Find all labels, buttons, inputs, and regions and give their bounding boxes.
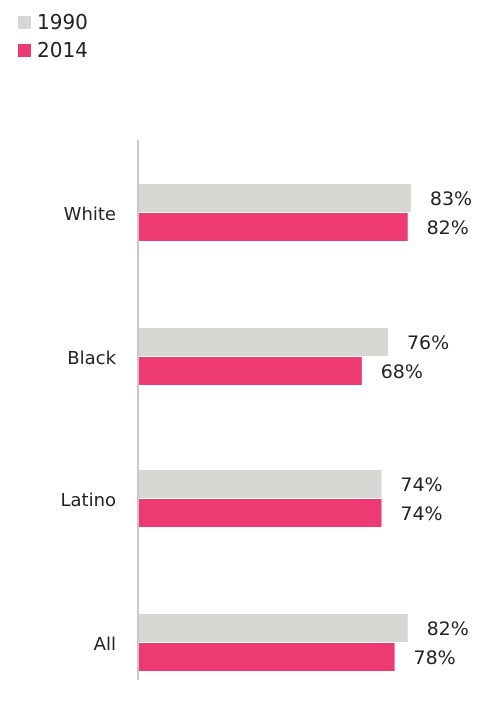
- value-label-latino-2014: 74%: [400, 503, 442, 525]
- bar-all-1990: [139, 614, 408, 642]
- legend-label-1990: 1990: [37, 10, 88, 34]
- category-label-black: Black: [67, 348, 116, 369]
- value-label-white-2014: 82%: [427, 217, 469, 239]
- category-label-latino: Latino: [60, 490, 116, 511]
- category-label-white: White: [64, 204, 116, 225]
- bar-black-2014: [139, 357, 362, 385]
- bar-white-2014: [139, 213, 408, 241]
- bar-all-2014: [139, 643, 395, 671]
- bar-latino-2014: [139, 499, 382, 527]
- legend-swatch-2014: [18, 43, 31, 57]
- value-label-all-2014: 78%: [413, 647, 455, 669]
- value-label-latino-1990: 74%: [400, 474, 442, 496]
- legend: 1990 2014: [18, 8, 88, 64]
- value-label-black-1990: 76%: [407, 332, 449, 354]
- legend-label-2014: 2014: [37, 38, 88, 62]
- bar-black-1990: [139, 328, 389, 356]
- legend-swatch-1990: [18, 15, 31, 29]
- value-label-white-1990: 83%: [430, 188, 472, 210]
- bar-white-1990: [139, 184, 411, 212]
- bar-latino-1990: [139, 470, 382, 498]
- value-label-black-2014: 68%: [381, 361, 423, 383]
- category-label-all: All: [94, 634, 116, 655]
- value-label-all-1990: 82%: [427, 618, 469, 640]
- legend-item-2014: 2014: [18, 36, 88, 64]
- legend-item-1990: 1990: [18, 8, 88, 36]
